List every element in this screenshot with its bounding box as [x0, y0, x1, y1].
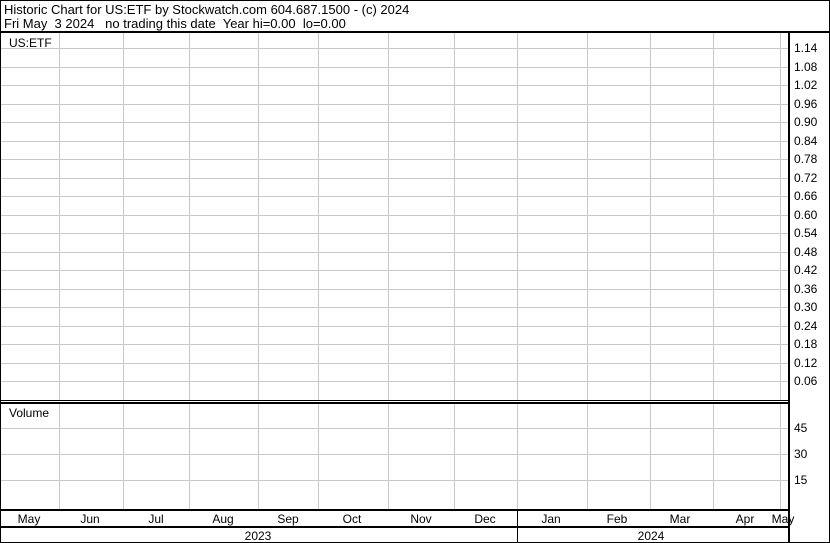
price-tick-label: 0.24 — [794, 319, 818, 333]
year-divider — [517, 511, 518, 542]
price-gridline-vertical — [189, 33, 190, 401]
price-gridline-vertical — [713, 33, 714, 401]
price-gridline-vertical — [517, 33, 518, 401]
price-tick-label: 0.54 — [794, 226, 818, 240]
price-gridline-horizontal — [1, 178, 788, 179]
year-label: 2023 — [244, 529, 272, 543]
month-tick-label: May — [17, 512, 41, 526]
month-row-top — [0, 509, 790, 511]
price-tick-label: 0.36 — [794, 282, 818, 296]
price-gridline-horizontal — [1, 141, 788, 142]
price-gridline-horizontal — [1, 270, 788, 271]
volume-gridline-vertical — [454, 404, 455, 510]
price-gridline-horizontal — [1, 122, 788, 123]
price-gridline-vertical — [780, 33, 781, 401]
price-tick-label: 1.02 — [794, 78, 818, 92]
volume-gridline-vertical — [587, 404, 588, 510]
price-gridline-vertical — [258, 33, 259, 401]
axis-divider — [788, 31, 790, 543]
volume-tick-label: 15 — [794, 473, 808, 487]
panel-divider-bottom — [0, 402, 790, 404]
price-tick-label: 0.84 — [794, 134, 818, 148]
month-tick-label: Jun — [80, 512, 100, 526]
chart-subtitle: Fri May 3 2024 no trading this date Year… — [4, 16, 346, 31]
price-tick-label: 0.66 — [794, 189, 818, 203]
volume-panel-label: Volume — [9, 406, 50, 420]
price-tick-label: 0.78 — [794, 152, 818, 166]
volume-gridline-vertical — [713, 404, 714, 510]
price-gridline-vertical — [650, 33, 651, 401]
month-tick-label: Oct — [342, 512, 362, 526]
price-gridline-horizontal — [1, 48, 788, 49]
price-gridline-horizontal — [1, 233, 788, 234]
month-tick-label: Apr — [735, 512, 755, 526]
price-gridline-vertical — [59, 33, 60, 401]
year-row-top — [0, 526, 790, 528]
price-gridline-horizontal — [1, 381, 788, 382]
price-tick-label: 0.48 — [794, 245, 818, 259]
volume-gridline-vertical — [517, 404, 518, 510]
price-gridline-vertical — [454, 33, 455, 401]
chart-title: Historic Chart for US:ETF by Stockwatch.… — [4, 2, 410, 17]
volume-gridline-vertical — [388, 404, 389, 510]
price-gridline-horizontal — [1, 363, 788, 364]
month-tick-label: Jul — [148, 512, 164, 526]
price-gridline-horizontal — [1, 159, 788, 160]
price-tick-label: 0.60 — [794, 208, 818, 222]
month-tick-label: Sep — [277, 512, 299, 526]
price-gridline-horizontal — [1, 307, 788, 308]
price-tick-label: 0.06 — [794, 374, 818, 388]
price-tick-label: 0.12 — [794, 356, 818, 370]
volume-tick-label: 45 — [794, 421, 808, 435]
price-panel-label: US:ETF — [9, 36, 52, 50]
price-gridline-vertical — [123, 33, 124, 401]
price-tick-label: 1.14 — [794, 41, 818, 55]
price-gridline-vertical — [318, 33, 319, 401]
volume-tick-label: 30 — [794, 447, 808, 461]
price-gridline-vertical — [587, 33, 588, 401]
volume-gridline-vertical — [189, 404, 190, 510]
month-tick-label: Jan — [541, 512, 561, 526]
volume-gridline-vertical — [123, 404, 124, 510]
month-tick-label: Nov — [410, 512, 432, 526]
header-divider — [0, 31, 830, 33]
volume-gridline-vertical — [780, 404, 781, 510]
month-tick-label: Feb — [606, 512, 628, 526]
price-gridline-horizontal — [1, 289, 788, 290]
volume-gridline-horizontal — [1, 454, 788, 455]
price-gridline-horizontal — [1, 344, 788, 345]
price-gridline-vertical — [388, 33, 389, 401]
volume-gridline-vertical — [650, 404, 651, 510]
month-tick-label: Aug — [212, 512, 234, 526]
price-gridline-horizontal — [1, 85, 788, 86]
price-tick-label: 0.90 — [794, 115, 818, 129]
price-tick-label: 0.18 — [794, 337, 818, 351]
volume-gridline-horizontal — [1, 480, 788, 481]
price-gridline-horizontal — [1, 67, 788, 68]
price-gridline-horizontal — [1, 215, 788, 216]
panel-divider-top — [0, 400, 790, 401]
price-gridline-horizontal — [1, 104, 788, 105]
volume-gridline-vertical — [318, 404, 319, 510]
volume-gridline-vertical — [59, 404, 60, 510]
year-label: 2024 — [637, 529, 665, 543]
price-tick-label: 0.30 — [794, 300, 818, 314]
month-tick-label: Dec — [474, 512, 496, 526]
price-gridline-horizontal — [1, 252, 788, 253]
price-tick-label: 1.08 — [794, 60, 818, 74]
price-tick-label: 0.42 — [794, 263, 818, 277]
price-gridline-horizontal — [1, 326, 788, 327]
volume-gridline-horizontal — [1, 428, 788, 429]
volume-gridline-vertical — [258, 404, 259, 510]
price-tick-label: 0.72 — [794, 171, 818, 185]
price-tick-label: 0.96 — [794, 97, 818, 111]
price-gridline-horizontal — [1, 196, 788, 197]
month-tick-label: May — [771, 512, 795, 526]
month-tick-label: Mar — [669, 512, 691, 526]
